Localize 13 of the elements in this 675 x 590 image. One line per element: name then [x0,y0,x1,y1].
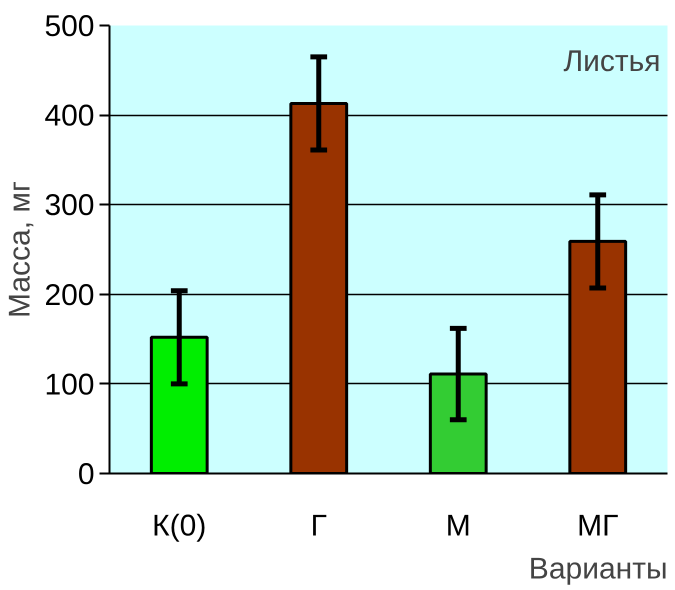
x-tick-label: М [446,510,471,542]
y-tick-label: 300 [44,189,95,222]
y-tick-label: 500 [44,10,95,43]
y-tick-label: 0 [78,458,95,491]
y-tick-label: 200 [44,278,95,312]
y-tick-label: 400 [44,100,95,133]
x-tick-label: МГ [577,510,618,542]
x-tick-label: К(0) [152,510,206,542]
y-axis-title: Масса, мг [3,180,36,318]
x-axis-title: Варианты [528,552,668,586]
annotation: Листья [563,44,661,78]
x-tick-label: Г [310,510,327,542]
y-tick-label: 100 [44,368,95,402]
